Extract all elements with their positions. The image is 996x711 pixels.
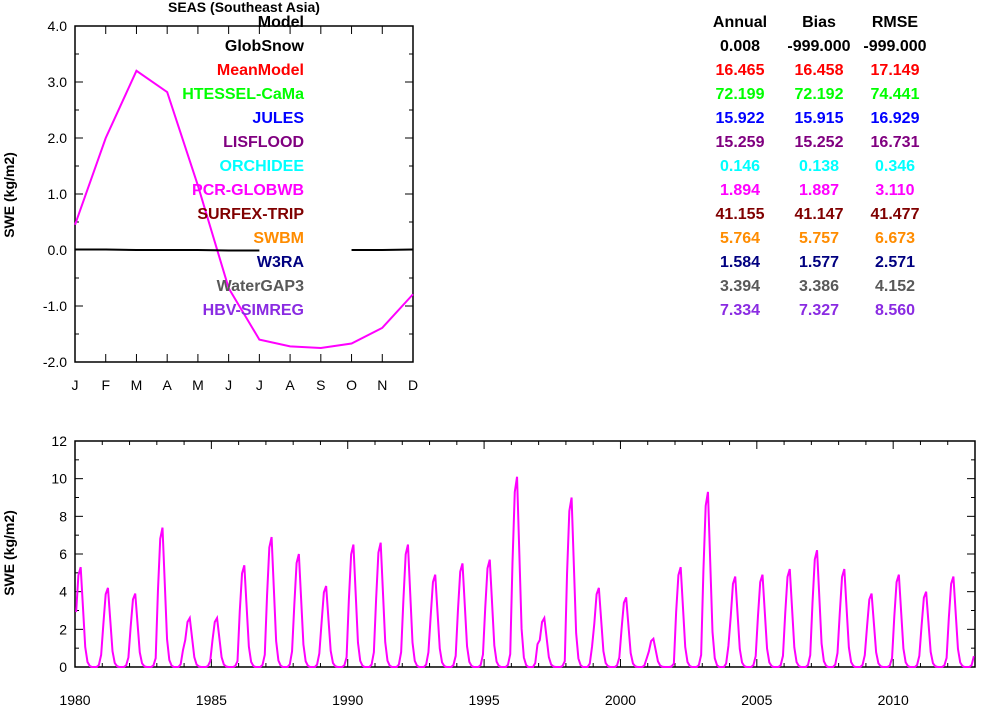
y-tick-label: 4 (59, 584, 67, 600)
stats-annual-cell: 16.465 (715, 62, 765, 79)
series-line (75, 248, 260, 252)
stats-annual-cell: 1.584 (719, 254, 761, 271)
y-tick-label: 2 (59, 621, 67, 637)
stats-annual-cell: 3.394 (719, 278, 761, 295)
stats-model-cell: ORCHIDEE (219, 158, 304, 175)
y-tick-label: 3.0 (48, 74, 68, 90)
tick-group: -2.0 -1.0 0.0 1.0 2.0 3.0 4.0 J F M A M J J A S O N D (43, 18, 418, 393)
stats-annual-cell: 0.146 (719, 158, 761, 175)
x-tick-label: 1995 (469, 692, 500, 708)
stats-bias-cell: 15.252 (794, 134, 844, 151)
y-tick-label: 10 (51, 471, 67, 487)
y-tick-label: 4.0 (48, 18, 68, 34)
y-tick-label: 0 (59, 659, 67, 675)
header-bias: Bias (802, 14, 836, 31)
x-tick-label: 2000 (605, 692, 636, 708)
stats-annual-cell: 1.894 (719, 182, 761, 199)
stats-rmse-cell: 6.673 (874, 230, 916, 247)
stats-annual-cell: 5.764 (719, 230, 761, 247)
y-tick-label: -1.0 (43, 298, 67, 314)
stats-annual-cell: 72.199 (715, 86, 765, 103)
stats-bias-cell: 3.386 (798, 278, 840, 295)
x-tick-label: M (131, 377, 143, 393)
series-line (74, 69, 414, 350)
x-tick-label: 1980 (59, 692, 90, 708)
stats-bias-cell: 5.757 (798, 230, 840, 247)
stats-bias-cell: 1.577 (798, 254, 840, 271)
stats-rmse-cell: 74.441 (870, 86, 920, 103)
x-tick-label: F (101, 377, 110, 393)
x-tick-label: N (377, 377, 387, 393)
y-axis-label: SWE (kg/m2) (1, 152, 17, 238)
stats-rmse-cell: 8.560 (874, 302, 916, 319)
stats-annual-cell: 41.155 (715, 206, 765, 223)
x-tick-label: J (72, 377, 79, 393)
stats-rmse-cell: 17.149 (870, 62, 920, 79)
tick-group: 0 2 4 6 8 10 12 1980 1985 1990 1995 2000 2005 2010 (51, 433, 976, 708)
stats-model-cell: HBV-SIMREG (202, 302, 304, 319)
stats-annual-cell: 15.259 (715, 134, 765, 151)
stats-rmse-cell: 0.346 (874, 158, 916, 175)
stats-rmse-cell: 16.929 (870, 110, 920, 127)
y-axis-label: SWE (kg/m2) (1, 510, 17, 596)
chart-title: SEAS (Southeast Asia) (168, 0, 320, 15)
stats-bias-cell: 72.192 (794, 86, 844, 103)
stats-annual-cell: 15.922 (715, 110, 765, 127)
header-model: Model (257, 14, 304, 31)
y-tick-label: 2.0 (48, 130, 68, 146)
x-tick-label: D (408, 377, 418, 393)
x-tick-label: M (192, 377, 204, 393)
stats-model-cell: WaterGAP3 (216, 278, 304, 295)
series-line (75, 476, 975, 668)
series-line (351, 248, 414, 251)
stats-model-cell: PCR-GLOBWB (192, 182, 304, 199)
y-tick-label: 6 (59, 546, 67, 562)
y-tick-label: 12 (51, 433, 67, 449)
stats-rmse-cell: 3.110 (875, 182, 915, 199)
y-tick-label: 8 (59, 508, 67, 524)
stats-model-cell: LISFLOOD (223, 134, 304, 151)
plot-frame (74, 440, 976, 668)
stats-rmse-cell: 2.571 (874, 254, 916, 271)
x-tick-label: 1985 (196, 692, 227, 708)
x-tick-label: J (225, 377, 232, 393)
stats-model-cell: SURFEX-TRIP (197, 206, 304, 223)
header-rmse: RMSE (871, 14, 919, 31)
y-tick-label: -2.0 (43, 354, 67, 370)
x-tick-label: J (256, 377, 263, 393)
stats-model-cell: JULES (252, 110, 304, 127)
x-tick-label: A (163, 377, 173, 393)
stats-annual-cell: 7.334 (719, 302, 761, 319)
stats-annual-cell: 0.008 (719, 38, 761, 55)
stats-bias-cell: 0.138 (798, 158, 840, 175)
stats-model-cell: SWBM (253, 230, 304, 247)
x-tick-label: A (285, 377, 295, 393)
stats-rmse-cell: 41.477 (870, 206, 920, 223)
x-tick-label: 2010 (878, 692, 909, 708)
stats-bias-cell: 7.327 (798, 302, 840, 319)
stats-model-cell: MeanModel (216, 62, 304, 79)
seasonal-cycle-chart: SEAS (Southeast Asia) SWE (kg/m2) -2.0 -1… (1, 0, 418, 393)
y-tick-label: 1.0 (48, 186, 68, 202)
stats-model-cell: GlobSnow (224, 38, 304, 55)
stats-bias-cell: 15.915 (794, 110, 844, 127)
header-annual: Annual (712, 14, 768, 31)
stats-rmse-cell: 16.731 (870, 134, 920, 151)
stats-model-cell: HTESSEL-CaMa (182, 86, 304, 103)
stats-model-cell: W3RA (256, 254, 304, 271)
stats-bias-cell: 1.887 (798, 182, 840, 199)
y-tick-label: 0.0 (48, 242, 68, 258)
x-tick-label: 1990 (332, 692, 363, 708)
stats-rmse-cell: -999.000 (863, 38, 927, 55)
x-tick-label: 2005 (741, 692, 772, 708)
stats-bias-cell: 41.147 (794, 206, 844, 223)
stats-rmse-cell: 4.152 (874, 278, 916, 295)
stats-bias-cell: 16.458 (794, 62, 844, 79)
x-tick-label: S (316, 377, 325, 393)
x-tick-label: O (346, 377, 357, 393)
stats-bias-cell: -999.000 (787, 38, 851, 55)
series-group (75, 476, 975, 668)
series-group (74, 69, 414, 350)
